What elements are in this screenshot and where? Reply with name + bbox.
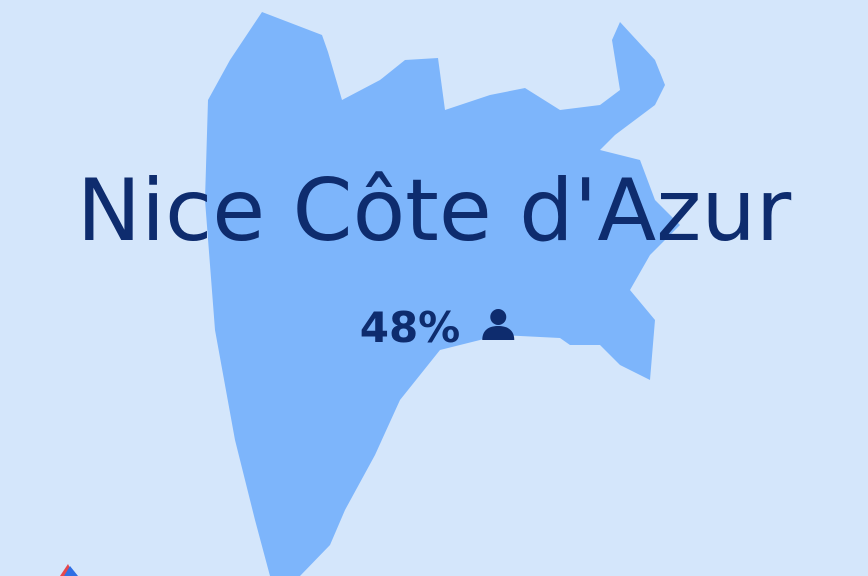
region-title: Nice Côte d'Azur — [77, 161, 792, 261]
stat-value: 48% — [360, 303, 461, 352]
region-shape — [205, 12, 680, 576]
person-icon — [482, 309, 515, 340]
logo — [60, 564, 78, 576]
